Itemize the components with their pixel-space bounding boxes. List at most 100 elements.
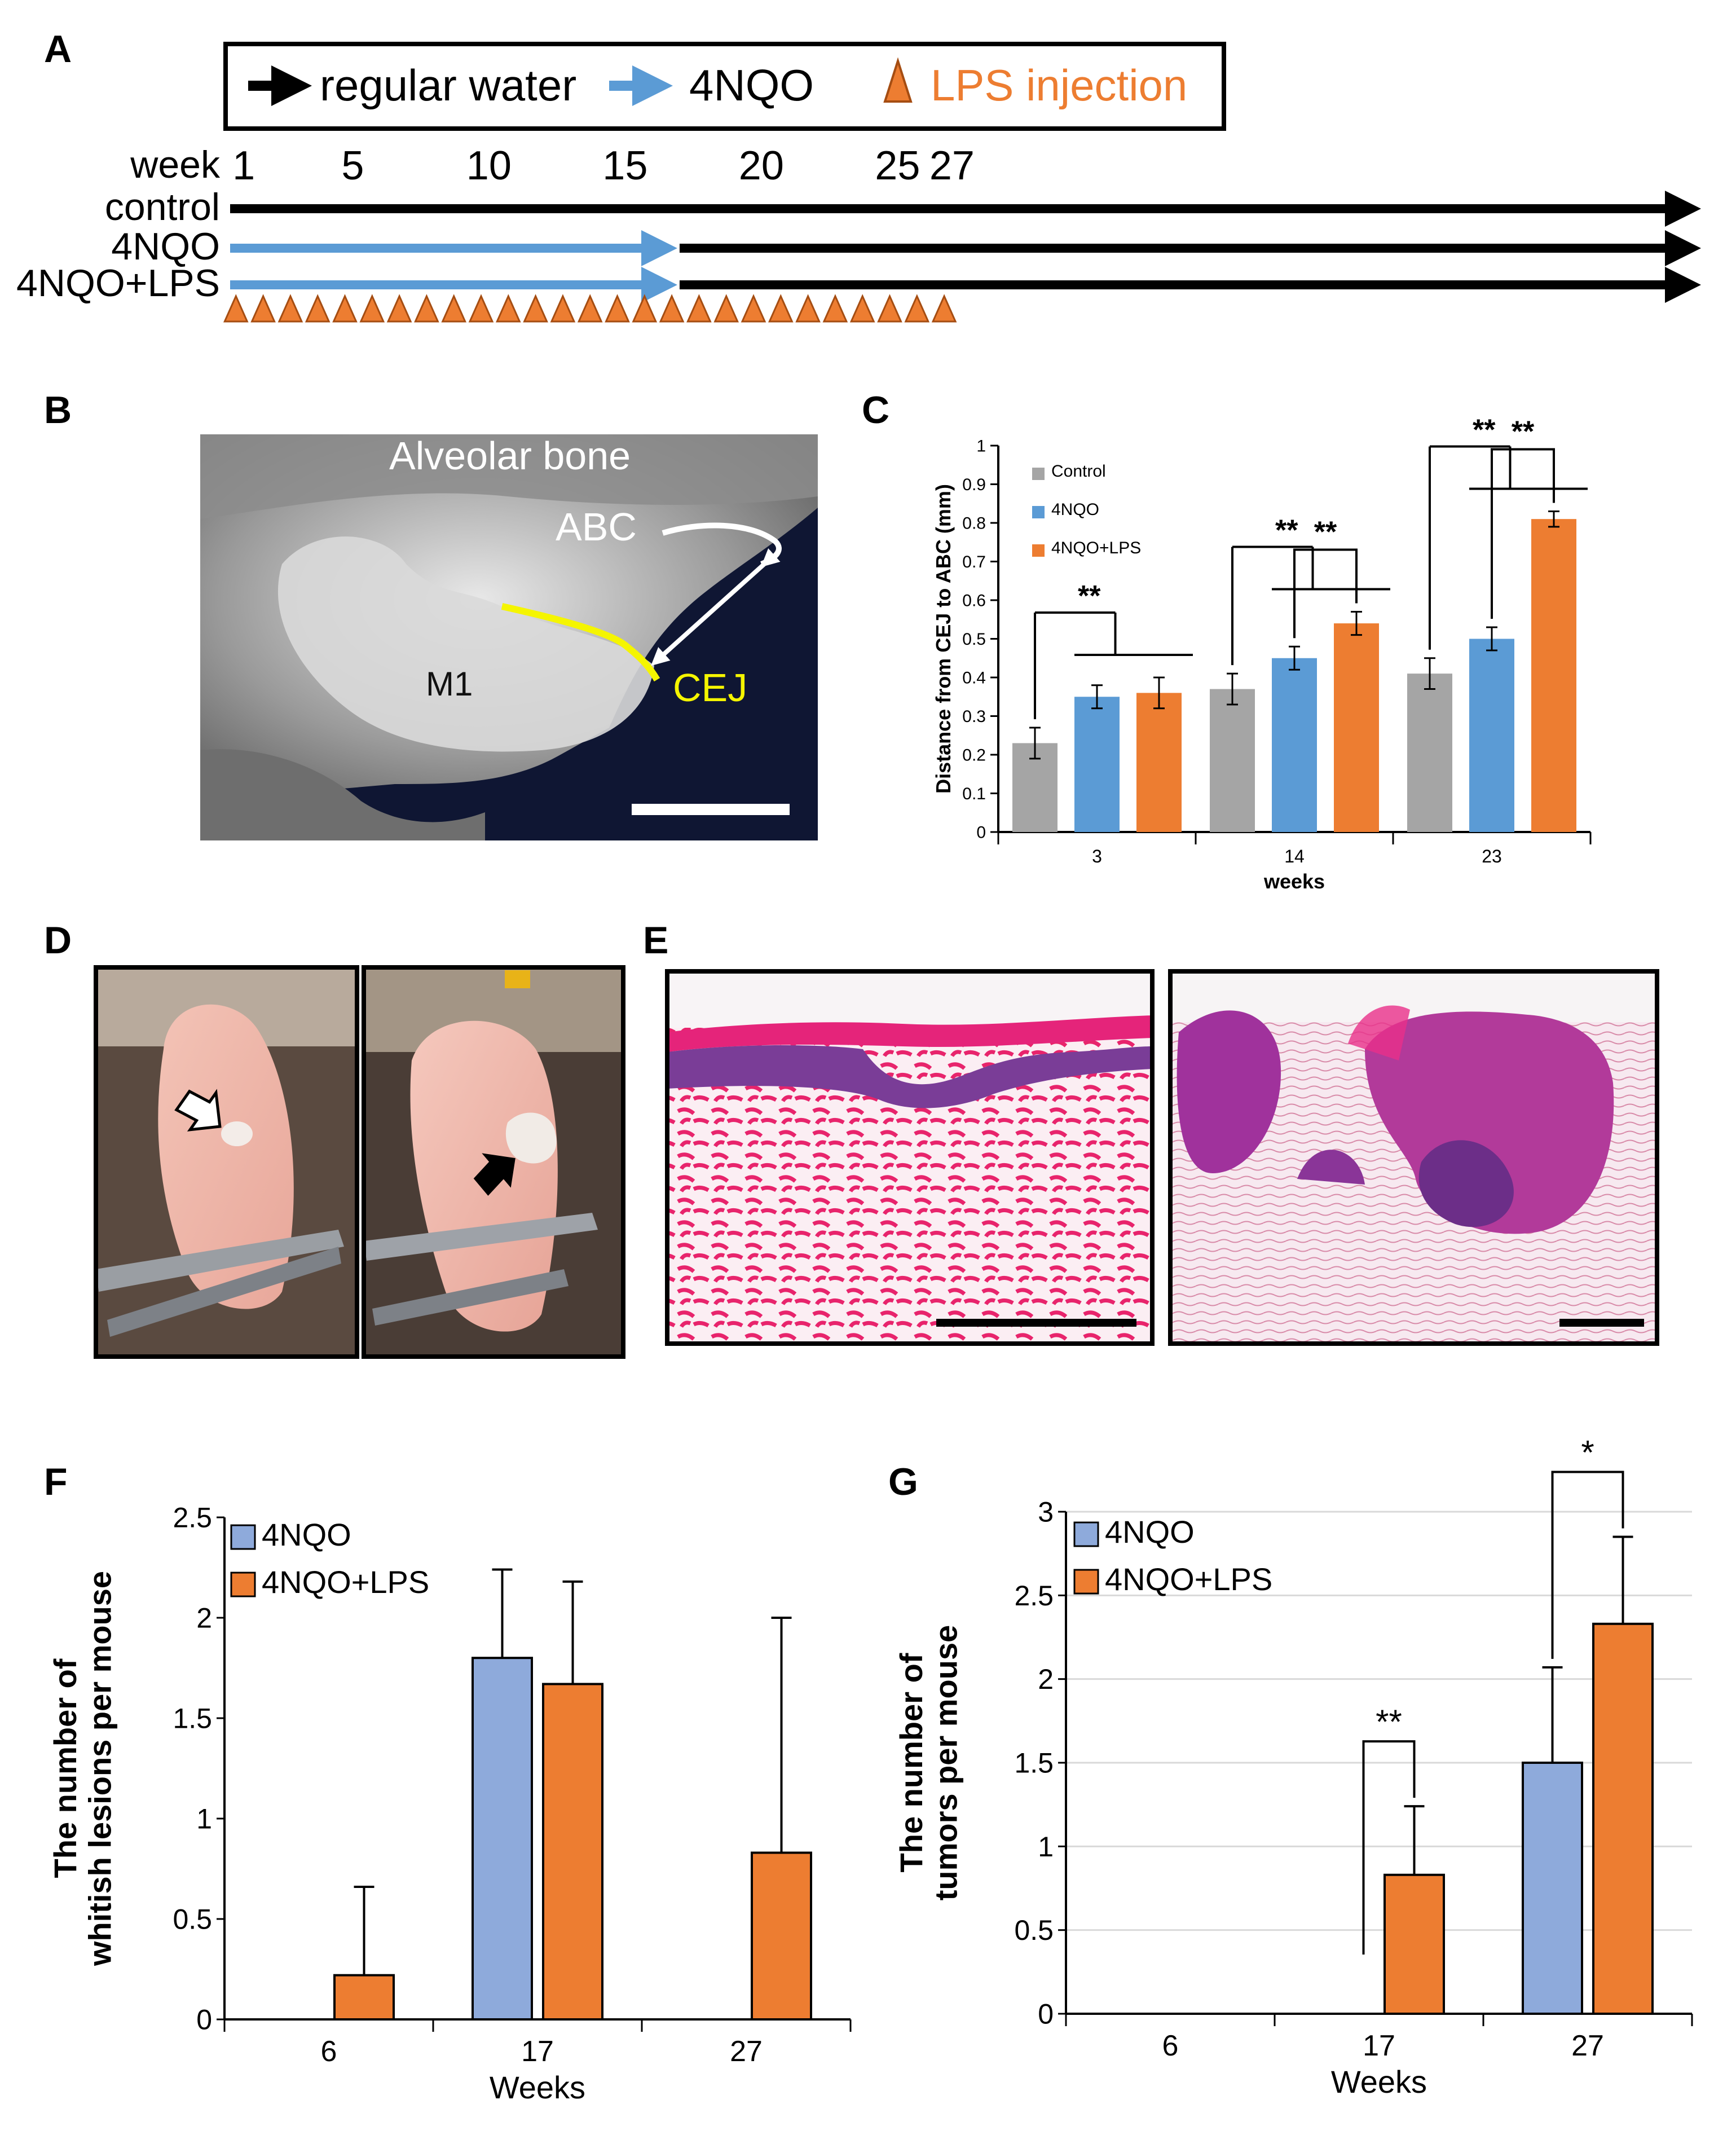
- y-tick-label: 0.1: [962, 785, 986, 803]
- x-tick-label: 3: [1092, 846, 1102, 866]
- x-axis-title: weeks: [1263, 870, 1325, 893]
- y-tick-label: 1.5: [173, 1703, 212, 1735]
- lps-injection-marker: [822, 294, 848, 323]
- panel-label-e: E: [643, 919, 668, 962]
- m1-label: M1: [426, 665, 473, 703]
- x-axis-title: Weeks: [490, 2070, 585, 2105]
- lps-injection-marker: [523, 294, 548, 323]
- legend-label: 4NQO: [1051, 500, 1099, 519]
- y-tick-label: 0.5: [1014, 1914, 1054, 1946]
- lps-injection-marker: [305, 294, 331, 323]
- x-tick-label: 23: [1482, 846, 1502, 866]
- bar: [1334, 623, 1379, 832]
- y-tick-label: 1.5: [1014, 1748, 1054, 1779]
- week-tick-label: 10: [466, 143, 512, 188]
- y-tick-label: 0: [976, 824, 986, 842]
- x-axis-title: Weeks: [1331, 2064, 1427, 2099]
- y-tick-label: 0.5: [962, 630, 986, 649]
- lps-injection-marker: [468, 294, 494, 323]
- y-tick-label: 1: [976, 437, 986, 456]
- lps-injection-marker: [495, 294, 521, 323]
- significance-bracket: [1551, 1471, 1624, 1659]
- week-tick-label: 27: [929, 143, 975, 188]
- bar: [1522, 1762, 1583, 2015]
- lps-injection-marker: [849, 294, 875, 323]
- legend-swatch: [1032, 468, 1045, 480]
- lps-injection-marker: [877, 294, 902, 323]
- y-tick-label: 0.4: [962, 669, 986, 688]
- bar: [1531, 519, 1576, 832]
- week-ticks: 1 5 10 15 20 25 27: [232, 143, 975, 188]
- week-tick-label: 20: [739, 143, 784, 188]
- y-tick-label: 0: [196, 2004, 212, 2036]
- week-tick-label: 1: [232, 143, 255, 188]
- lps-injection-marker: [577, 294, 603, 323]
- timeline-row-label: 4NQO+LPS: [16, 262, 220, 305]
- legend-label: 4NQO+LPS: [262, 1564, 429, 1600]
- lps-injection-marker: [713, 294, 739, 323]
- legend-regular-label: regular water: [320, 60, 576, 110]
- microct-image: Alveolar bone ABC M1 CEJ: [200, 434, 818, 840]
- significance-label: **: [1078, 580, 1101, 613]
- lps-injection-marker: [250, 294, 276, 323]
- bar: [1592, 1622, 1654, 2015]
- lps-injection-marker: [768, 294, 794, 323]
- bar: [1074, 697, 1120, 832]
- timeline-legend-box: [223, 42, 1226, 131]
- x-tick-label: 14: [1284, 846, 1305, 866]
- chart-g: 0 0.5 1 1.5 2 2.5 3 6 17 27 Weeks The number oftumo…: [893, 1434, 1693, 2099]
- lps-injection-marker: [550, 294, 576, 323]
- significance-label: **: [1314, 516, 1337, 549]
- panel-label-b: B: [44, 389, 72, 432]
- significance-bracket: [1491, 448, 1555, 619]
- significance-bracket: [1362, 1740, 1416, 1955]
- legend-label: 4NQO: [1105, 1514, 1195, 1550]
- y-axis-title: Distance from CEJ to ABC (mm): [932, 484, 955, 794]
- y-tick-label: 0.3: [962, 707, 986, 726]
- chart-f: 0 0.5 1 1.5 2 2.5 6 17 27 Weeks The number ofwhiti…: [47, 1502, 852, 2105]
- significance-label: **: [1275, 514, 1298, 547]
- x-tick-label: 27: [1571, 2030, 1604, 2062]
- week-axis-label: week: [130, 143, 221, 186]
- lps-injection-marker: [441, 294, 467, 323]
- significance-label: **: [1376, 1703, 1402, 1741]
- bar: [751, 1851, 812, 2021]
- lps-injection-marker: [904, 294, 930, 323]
- legend-label: 4NQO+LPS: [1105, 1561, 1272, 1597]
- y-tick-label: 3: [1038, 1496, 1054, 1528]
- legend-label: 4NQO: [262, 1517, 351, 1552]
- week-tick-label: 25: [875, 143, 920, 188]
- y-tick-label: 2: [1038, 1663, 1054, 1695]
- lps-injection-marker: [659, 294, 685, 323]
- cej-abc-distance-arrow: [651, 548, 781, 666]
- significance-label: *: [1581, 1434, 1594, 1472]
- lps-injection-marker: [741, 294, 766, 323]
- legend-lps: LPS injection: [883, 57, 1187, 110]
- bar: [1383, 1873, 1445, 2015]
- bar: [1407, 674, 1452, 832]
- x-tick-label: 27: [730, 2035, 763, 2068]
- alveolar-bone-label: Alveolar bone: [389, 434, 631, 478]
- tumor-arrow-icon: [473, 1153, 515, 1196]
- lps-injection-marker: [386, 294, 412, 323]
- bar: [1136, 693, 1182, 832]
- week-tick-label: 5: [341, 143, 364, 188]
- lps-injection-marker: [605, 294, 630, 323]
- scale-bar: [936, 1319, 1136, 1327]
- timeline-row-label: 4NQO: [111, 225, 220, 268]
- lps-injection-marker: [931, 294, 957, 323]
- y-tick-label: 0.8: [962, 514, 986, 533]
- x-tick-label: 6: [321, 2035, 337, 2068]
- y-tick-label: 2.5: [1014, 1580, 1054, 1612]
- week-tick-label: 15: [602, 143, 647, 188]
- y-tick-label: 2: [196, 1603, 212, 1634]
- y-tick-label: 1: [1038, 1831, 1054, 1863]
- y-axis-title: The number of: [893, 1653, 929, 1872]
- x-tick-label: 17: [521, 2035, 554, 2068]
- legend-nqo: 4NQO: [609, 60, 814, 110]
- lps-injection-marker: [414, 294, 439, 323]
- legend-swatch: [1073, 1569, 1099, 1595]
- lps-injection-marker: [686, 294, 712, 323]
